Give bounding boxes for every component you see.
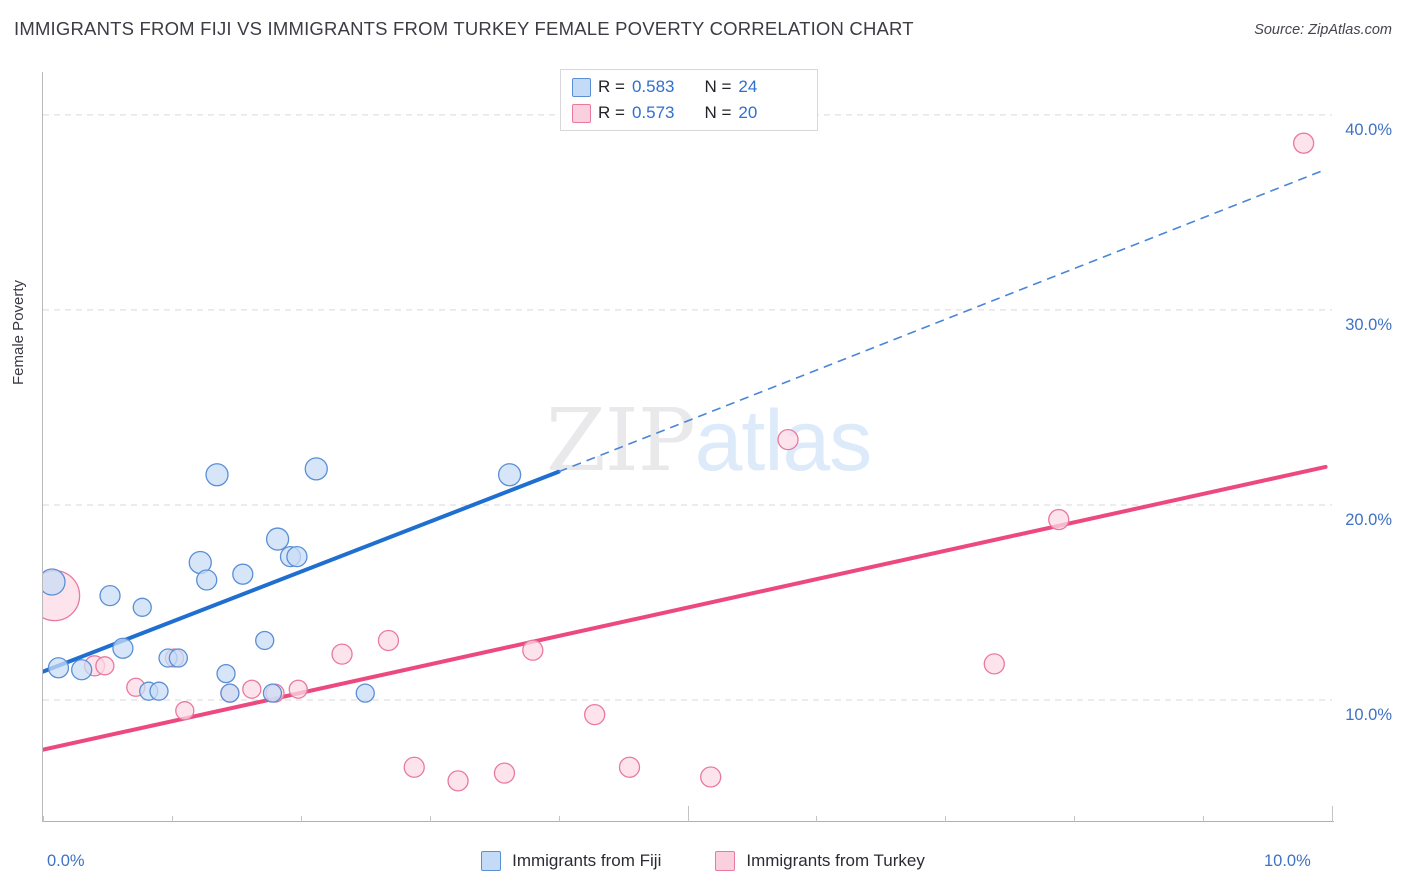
data-point[interactable]: [242, 679, 262, 699]
data-point[interactable]: [220, 683, 240, 703]
data-point[interactable]: [304, 457, 328, 481]
legend-swatch-turkey: [715, 851, 736, 871]
legend-item-fiji[interactable]: Immigrants from Fiji: [481, 851, 661, 871]
data-point[interactable]: [522, 639, 544, 661]
legend-label-turkey: Immigrants from Turkey: [746, 851, 925, 870]
stats-r-value-turkey: 0.573: [631, 103, 675, 122]
data-point[interactable]: [265, 527, 290, 551]
data-point[interactable]: [262, 683, 283, 703]
data-point[interactable]: [497, 463, 522, 487]
stats-swatch-fiji: [572, 77, 591, 97]
x-tick-mark: [1074, 816, 1076, 822]
data-point[interactable]: [216, 663, 236, 684]
x-tick-mark: [429, 816, 431, 822]
data-point[interactable]: [288, 679, 308, 699]
data-point[interactable]: [196, 569, 218, 591]
stats-r-value-fiji: 0.583: [631, 77, 675, 96]
data-point[interactable]: [377, 629, 400, 652]
stats-swatch-turkey: [572, 103, 591, 123]
trendline: [43, 469, 561, 674]
trendline-projection: [558, 168, 1326, 473]
x-tick-mark: [558, 816, 560, 822]
x-tick-label: 10.0%: [1264, 852, 1311, 870]
data-point[interactable]: [71, 659, 93, 681]
plot-area: [43, 72, 1332, 816]
data-point[interactable]: [1048, 508, 1070, 531]
data-point[interactable]: [493, 762, 516, 784]
x-tick-mark: [1203, 816, 1205, 822]
trendline: [43, 464, 1328, 752]
data-point[interactable]: [331, 643, 353, 665]
y-axis-line: [42, 72, 43, 822]
page-title: IMMIGRANTS FROM FIJI VS IMMIGRANTS FROM …: [14, 18, 914, 39]
data-point[interactable]: [43, 568, 66, 596]
correlation-stats-box: R = 0.583 N = 24 R = 0.573 N = 20: [560, 69, 818, 131]
data-point[interactable]: [175, 701, 195, 721]
data-point[interactable]: [700, 766, 722, 788]
data-point[interactable]: [232, 563, 254, 585]
data-point[interactable]: [355, 683, 375, 703]
data-point[interactable]: [777, 428, 799, 451]
y-axis-title: Female Poverty: [10, 279, 27, 385]
data-point[interactable]: [47, 657, 70, 679]
x-tick-mark: [1332, 806, 1333, 822]
data-point[interactable]: [168, 648, 188, 668]
x-tick-mark: [816, 816, 818, 822]
data-point[interactable]: [983, 653, 1005, 675]
data-point[interactable]: [447, 770, 469, 792]
x-tick-mark: [945, 816, 947, 822]
data-point[interactable]: [618, 756, 641, 778]
data-point[interactable]: [403, 756, 425, 778]
legend-swatch-fiji: [481, 851, 502, 871]
stats-row-turkey: R = 0.573 N = 20: [572, 100, 757, 126]
y-tick-label: 30.0%: [1345, 315, 1392, 334]
legend-item-turkey[interactable]: Immigrants from Turkey: [715, 851, 925, 871]
stats-n-value-turkey: 20: [738, 103, 758, 122]
y-tick-label: 10.0%: [1345, 705, 1392, 724]
x-tick-label: 0.0%: [47, 852, 85, 870]
data-point[interactable]: [112, 637, 134, 659]
data-point[interactable]: [255, 630, 275, 651]
data-point[interactable]: [286, 545, 308, 568]
data-point[interactable]: [132, 597, 152, 617]
stats-row-fiji: R = 0.583 N = 24: [572, 74, 757, 100]
data-point[interactable]: [99, 584, 121, 607]
legend-label-fiji: Immigrants from Fiji: [512, 851, 662, 870]
x-tick-mark: [300, 816, 302, 822]
y-tick-label: 40.0%: [1345, 120, 1392, 139]
y-tick-label: 20.0%: [1345, 510, 1392, 529]
data-point[interactable]: [149, 681, 169, 701]
data-point[interactable]: [1292, 132, 1315, 154]
plot-svg: [43, 114, 1332, 792]
x-tick-mark: [687, 806, 689, 822]
x-tick-mark: [43, 816, 44, 822]
stats-n-label-fiji: N =: [704, 77, 732, 96]
data-point[interactable]: [584, 703, 606, 726]
stats-r-label-fiji: R =: [598, 77, 625, 96]
data-point[interactable]: [205, 463, 229, 487]
data-point[interactable]: [95, 656, 115, 676]
chart-legend: Immigrants from Fiji Immigrants from Tur…: [0, 851, 1406, 871]
stats-r-label-turkey: R =: [598, 103, 625, 122]
stats-n-label-turkey: N =: [704, 103, 732, 122]
x-tick-mark: [171, 816, 173, 822]
stats-n-value-fiji: 24: [738, 77, 758, 96]
source-attribution: Source: ZipAtlas.com: [1254, 22, 1392, 38]
